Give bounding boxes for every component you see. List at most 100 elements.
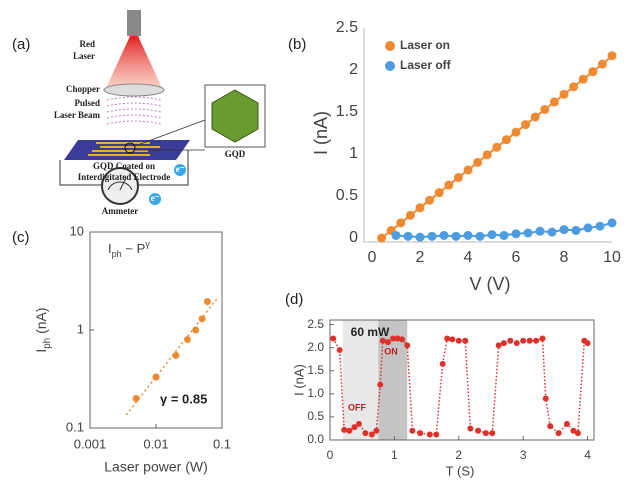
data-point [392,231,401,240]
legend-marker [385,41,395,51]
y-tick-label: 0.1 [66,419,84,434]
data-point [501,340,507,346]
x-tick-label: 0.1 [213,436,231,451]
data-point [417,430,423,436]
data-point [492,143,501,152]
data-point [512,128,521,137]
data-point [500,231,509,240]
label: GQD Coated on [93,161,155,171]
data-point [428,232,437,241]
data-point [373,428,379,434]
data-point [449,336,455,342]
label: Laser [73,51,95,61]
data-point [489,430,495,436]
data-point [464,165,473,174]
y-axis-label: I (nA) [311,111,331,155]
y-tick-label: 0 [349,229,358,246]
chopper-disk [104,84,164,96]
text-part: ph [42,338,53,349]
data-point [514,340,520,346]
data-point [435,188,444,197]
data-point [520,338,526,344]
data-point [527,338,533,344]
label: Interdigitated Electrode [78,172,171,182]
data-point [452,232,461,241]
data-point [199,315,206,322]
data-point [406,211,415,220]
data-point [433,431,439,437]
y-tick-label: 10 [70,223,84,238]
data-point [608,218,617,227]
data-point [172,352,179,359]
label: Laser Beam [54,110,101,120]
x-axis-label: T (S) [446,463,475,478]
data-point [579,75,588,84]
data-point [440,231,449,240]
x-tick-label: 8 [560,249,569,266]
annotation: 60 mW [351,325,390,339]
data-point [133,395,140,402]
data-point [536,227,545,236]
data-point [444,181,453,190]
data-point [502,135,511,144]
label: GQD [225,149,246,159]
data-point [475,428,481,434]
y-tick-label: 1 [77,321,84,336]
data-point [539,335,545,341]
data-point [467,425,473,431]
x-tick-label: 1 [391,448,398,462]
data-point [521,120,530,129]
y-tick-label: 1.5 [336,103,358,120]
label: Red [80,39,96,49]
y-tick-label: 0.5 [307,409,324,423]
x-tick-label: 0.01 [143,436,168,451]
y-tick-label: 2 [349,61,358,78]
x-tick-label: 0 [368,249,377,266]
text-part: ~ P [122,241,146,256]
diagram: Red Laser Chopper Pulsed Laser Beam GQD … [54,10,265,216]
data-point [454,173,463,182]
electron-label: e⁻ [176,164,185,174]
y-tick-label: 0.5 [336,187,358,204]
data-point [556,430,562,436]
data-point [540,105,549,114]
data-point [456,338,462,344]
panel-label: (a) [12,36,30,53]
label: Pulsed [74,98,100,108]
laser-beam [106,36,162,88]
x-tick-label: 6 [512,249,521,266]
data-point [204,298,211,305]
x-tick-label: 4 [464,249,473,266]
data-point [356,421,362,427]
x-tick-label: 10 [603,249,621,266]
data-point [377,234,386,243]
data-point [608,51,617,60]
annotation: OFF [348,402,366,412]
x-axis-label: Laser power (W) [104,459,207,475]
data-point [547,423,553,429]
data-point [427,431,433,437]
rich-text: Iph ~ Pγ [108,239,150,259]
data-point [496,342,502,348]
data-point [330,335,336,341]
y-tick-label: 2.5 [336,19,358,36]
data-point [396,218,405,227]
data-point [560,225,569,234]
data-point [585,340,591,346]
data-point [346,428,352,434]
data-point [462,338,468,344]
legend-label: Laser on [400,38,450,52]
data-point [512,229,521,238]
y-axis-label: I (nA) [291,364,306,396]
y-tick-label: 1.5 [307,363,324,377]
data-point [533,338,539,344]
data-point [416,233,425,242]
text-part: (nA) [33,307,49,337]
panel-label: (d) [285,291,303,308]
data-point [399,336,405,342]
data-point [550,97,559,106]
data-point [362,430,368,436]
y-tick-label: 1.0 [307,386,324,400]
data-point [543,395,549,401]
y-tick-label: 0.0 [307,432,324,446]
